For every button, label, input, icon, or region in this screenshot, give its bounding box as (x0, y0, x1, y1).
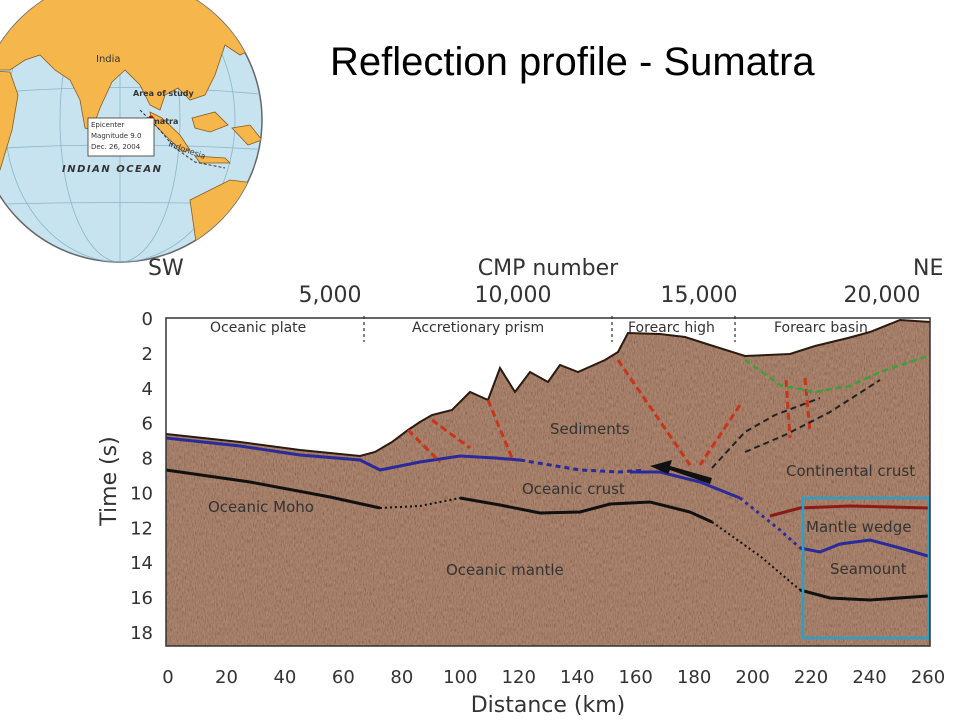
y-tick-10: 10 (130, 483, 153, 504)
epicenter-box: Epicenter Magnitude 9.0 Dec. 26, 2004 (87, 117, 155, 157)
direction-sw: SW (148, 256, 184, 281)
x-tick-40: 40 (273, 667, 296, 688)
map-label-sumatra: Sumatra (140, 117, 178, 126)
y-tick-6: 6 (142, 414, 153, 435)
water-column (166, 318, 930, 456)
x-tick-220: 220 (794, 667, 828, 688)
cmp-tick-1: 10,000 (475, 283, 552, 308)
unit-label-continental-crust: Continental crust (786, 462, 915, 480)
oceanic-crust-dotted-2 (739, 496, 802, 550)
x-tick-140: 140 (560, 667, 594, 688)
y-tick-14: 14 (130, 553, 153, 574)
oceanic-moho-line-2 (459, 496, 713, 524)
oceanic-moho-line (165, 468, 381, 510)
x-tick-160: 160 (619, 667, 653, 688)
x-tick-240: 240 (852, 667, 886, 688)
x-tick-60: 60 (332, 667, 355, 688)
africa-landmass (0, 69, 19, 201)
cmp-tick-labels: 5,000 10,000 15,000 20,000 (299, 283, 921, 308)
cmp-tick-3: 20,000 (844, 283, 921, 308)
epicenter-line-1: Epicenter (91, 121, 124, 129)
unit-label-oceanic-mantle: Oceanic mantle (446, 561, 564, 579)
section-label-accretionary-prism: Accretionary prism (412, 320, 544, 336)
y-tick-12: 12 (130, 518, 153, 539)
oceanic-crust-line (165, 436, 521, 472)
section-label-forearc-high: Forearc high (628, 320, 715, 336)
x-tick-100: 100 (443, 667, 477, 688)
cmp-tick-2: 15,000 (661, 283, 738, 308)
x-tick-200: 200 (735, 667, 769, 688)
unit-label-seamount: Seamount (830, 560, 907, 578)
seamount-base-line (799, 588, 929, 602)
cmp-axis-title: CMP number (478, 256, 619, 281)
section-label-forearc-basin: Forearc basin (774, 320, 868, 336)
cmp-tick-0: 5,000 (299, 283, 362, 308)
x-tick-120: 120 (502, 667, 536, 688)
y-tick-16: 16 (130, 588, 153, 609)
map-label-area-of-study: Area of study (133, 89, 195, 98)
x-tick-180: 180 (677, 667, 711, 688)
oceanic-crust-dotted (519, 458, 646, 474)
seamount-top-line (799, 538, 929, 558)
x-tick-labels: 0 20 40 60 80 100 120 140 160 180 200 220 240 260 (162, 667, 945, 688)
y-axis-title: Time (s) (97, 436, 122, 526)
black-faults (711, 379, 881, 469)
x-tick-20: 20 (215, 667, 238, 688)
x-tick-80: 80 (390, 667, 413, 688)
unit-label-mantle-wedge: Mantle wedge (806, 518, 911, 536)
oceanic-moho-dotted (379, 497, 461, 509)
map-label-india: India (96, 54, 121, 65)
x-tick-260: 260 (911, 667, 945, 688)
oceanic-crust-line-2 (630, 470, 741, 500)
x-tick-0: 0 (162, 667, 173, 688)
asia-landmass (0, 0, 262, 131)
y-tick-0: 0 (142, 309, 153, 330)
unit-label-oceanic-moho: Oceanic Moho (208, 498, 314, 516)
seafloor-line (165, 318, 931, 458)
epicenter-line-2: Magnitude 9.0 (91, 132, 141, 140)
map-label-ocean: INDIAN OCEAN (62, 164, 162, 175)
y-tick-8: 8 (142, 449, 153, 470)
subduction-arrow (650, 460, 712, 484)
indonesia-landmass (191, 111, 262, 164)
unit-label-oceanic-crust: Oceanic crust (522, 480, 625, 498)
section-label-oceanic-plate: Oceanic plate (210, 320, 306, 336)
slide-title: Reflection profile - Sumatra (330, 40, 815, 84)
y-tick-4: 4 (142, 379, 153, 400)
y-tick-2: 2 (142, 344, 153, 365)
unit-label-sediments: Sediments (550, 420, 630, 438)
mantle-wedge-line (769, 504, 929, 518)
y-tick-labels: 0 2 4 6 8 10 12 14 16 18 (130, 309, 153, 644)
y-tick-18: 18 (130, 623, 153, 644)
green-faults (744, 354, 929, 394)
section-dividers (363, 316, 736, 342)
epicenter-line-3: Dec. 26, 2004 (91, 143, 141, 151)
x-axis-title: Distance (km) (471, 693, 626, 718)
seismic-profile: Oceanic plate Accretionary prism Forearc… (97, 256, 945, 718)
direction-ne: NE (913, 256, 943, 281)
plot-frame (165, 317, 931, 647)
globe-map: India Area of study Sumatra Indonesia IN… (0, 0, 263, 263)
seamount-box (801, 496, 931, 640)
